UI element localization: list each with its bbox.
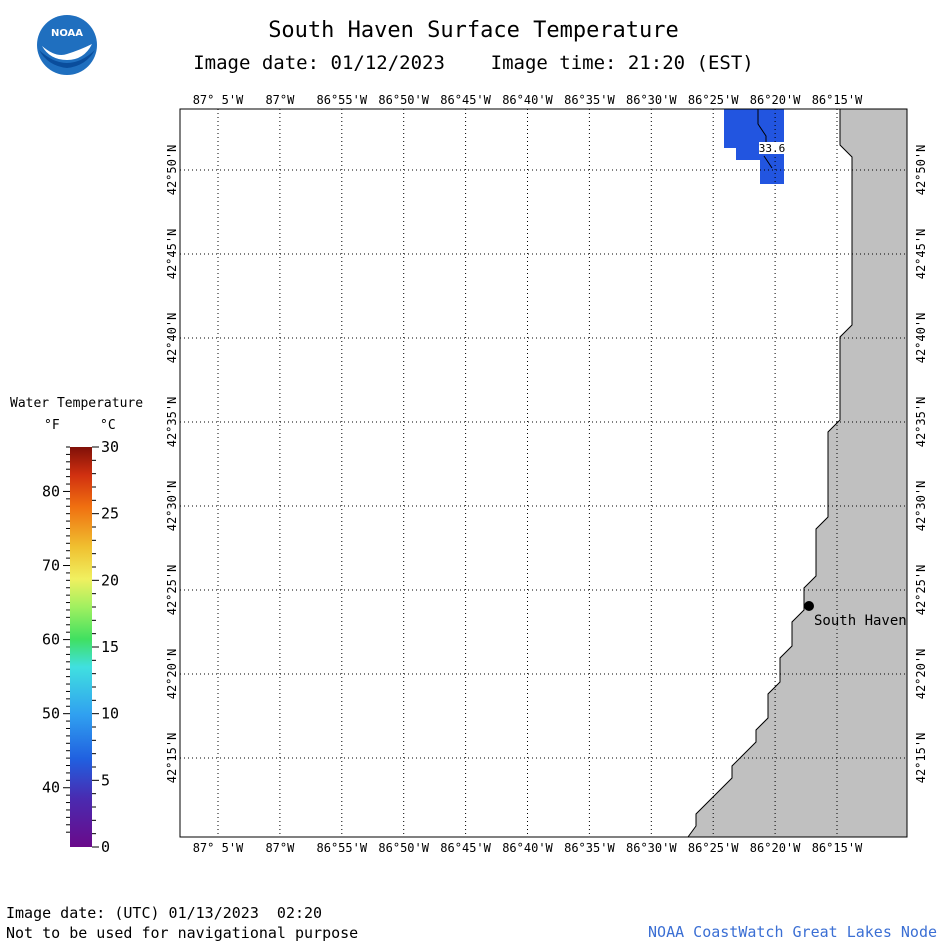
celsius-label: 5 <box>101 771 110 789</box>
latitude-label: 42°40'N <box>914 313 928 364</box>
station-marker <box>804 601 814 611</box>
celsius-label: 10 <box>101 705 119 723</box>
temperature-reading-label: 33.6 <box>759 142 786 155</box>
celsius-label: 0 <box>101 838 110 856</box>
fahrenheit-label: 50 <box>42 705 60 723</box>
longitude-label: 86°40'W <box>502 841 553 855</box>
land-area <box>687 108 908 838</box>
map-title: South Haven Surface Temperature <box>268 18 679 43</box>
legend-celsius-labels: 30 25 20 15 10 5 0 <box>101 438 119 856</box>
longitude-label: 86°20'W <box>750 93 801 107</box>
celsius-label: 25 <box>101 505 119 523</box>
noaa-logo: NOAA <box>37 15 97 75</box>
map-subtitle: Image date: 01/12/2023 Image time: 21:20… <box>193 52 754 74</box>
map-frame <box>179 108 908 838</box>
longitude-label: 87° 5'W <box>193 93 244 107</box>
fahrenheit-label: 60 <box>42 631 60 649</box>
legend-unit-f: °F <box>44 418 60 433</box>
longitude-label: 87°W <box>265 841 295 855</box>
legend-title: Water Temperature <box>10 396 144 411</box>
graticule <box>180 109 907 837</box>
latitude-label: 42°45'N <box>165 229 179 280</box>
latitude-label: 42°30'N <box>165 481 179 532</box>
latitude-label: 42°35'N <box>165 397 179 448</box>
longitude-labels-top: 87° 5'W 87°W 86°55'W 86°50'W 86°45'W 86°40'W 8… <box>193 93 863 107</box>
shoreline-line <box>757 109 773 169</box>
longitude-label: 86°30'W <box>626 841 677 855</box>
footer-utc-date: Image date: (UTC) 01/13/2023 02:20 <box>6 904 323 922</box>
legend-fahrenheit-labels: 80 70 60 50 40 <box>42 482 60 796</box>
longitude-label: 86°55'W <box>317 841 368 855</box>
latitude-label: 42°40'N <box>165 313 179 364</box>
celsius-label: 15 <box>101 638 119 656</box>
longitude-label: 86°15'W <box>812 841 863 855</box>
water-temperature-patch <box>724 109 784 184</box>
latitude-label: 42°35'N <box>914 397 928 448</box>
noaa-logo-text: NOAA <box>51 28 83 39</box>
station-label: South Haven <box>814 613 907 629</box>
fahrenheit-label: 80 <box>42 482 60 500</box>
legend-unit-c: °C <box>100 418 116 433</box>
longitude-label: 86°55'W <box>317 93 368 107</box>
latitude-label: 42°45'N <box>914 229 928 280</box>
longitude-label: 86°45'W <box>440 93 491 107</box>
latitude-labels-right: 42°50'N 42°45'N 42°40'N 42°35'N 42°30'N 42°25… <box>914 145 928 784</box>
latitude-labels-left: 42°50'N 42°45'N 42°40'N 42°35'N 42°30'N 42°25… <box>165 145 179 784</box>
legend-ticks <box>63 446 99 848</box>
longitude-label: 87°W <box>265 93 295 107</box>
fahrenheit-label: 40 <box>42 779 60 797</box>
longitude-labels-bottom: 87° 5'W 87°W 86°55'W 86°50'W 86°45'W 86°40'W 8… <box>193 841 863 855</box>
latitude-label: 42°50'N <box>914 145 928 196</box>
longitude-label: 86°50'W <box>378 93 429 107</box>
longitude-label: 86°45'W <box>440 841 491 855</box>
longitude-label: 87° 5'W <box>193 841 244 855</box>
latitude-label: 42°25'N <box>914 565 928 616</box>
latitude-label: 42°30'N <box>914 481 928 532</box>
celsius-label: 30 <box>101 438 119 456</box>
longitude-label: 86°20'W <box>750 841 801 855</box>
footer-disclaimer: Not to be used for navigational purpose <box>6 924 359 942</box>
celsius-label: 20 <box>101 571 119 589</box>
longitude-label: 86°35'W <box>564 841 615 855</box>
latitude-label: 42°25'N <box>165 565 179 616</box>
latitude-label: 42°50'N <box>165 145 179 196</box>
longitude-label: 86°25'W <box>688 93 739 107</box>
fahrenheit-label: 70 <box>42 557 60 575</box>
longitude-label: 86°40'W <box>502 93 553 107</box>
longitude-label: 86°15'W <box>812 93 863 107</box>
footer-credit-link[interactable]: NOAA CoastWatch Great Lakes Node <box>648 923 937 941</box>
footer-info: Image date: (UTC) 01/13/2023 02:20 Not t… <box>6 903 358 943</box>
longitude-label: 86°35'W <box>564 93 615 107</box>
longitude-label: 86°30'W <box>626 93 677 107</box>
longitude-label: 86°25'W <box>688 841 739 855</box>
latitude-label: 42°15'N <box>165 733 179 784</box>
reading-label-box <box>759 142 785 154</box>
longitude-label: 86°50'W <box>378 841 429 855</box>
latitude-label: 42°20'N <box>914 649 928 700</box>
latitude-label: 42°20'N <box>165 649 179 700</box>
latitude-label: 42°15'N <box>914 733 928 784</box>
temperature-color-bar <box>70 447 92 847</box>
